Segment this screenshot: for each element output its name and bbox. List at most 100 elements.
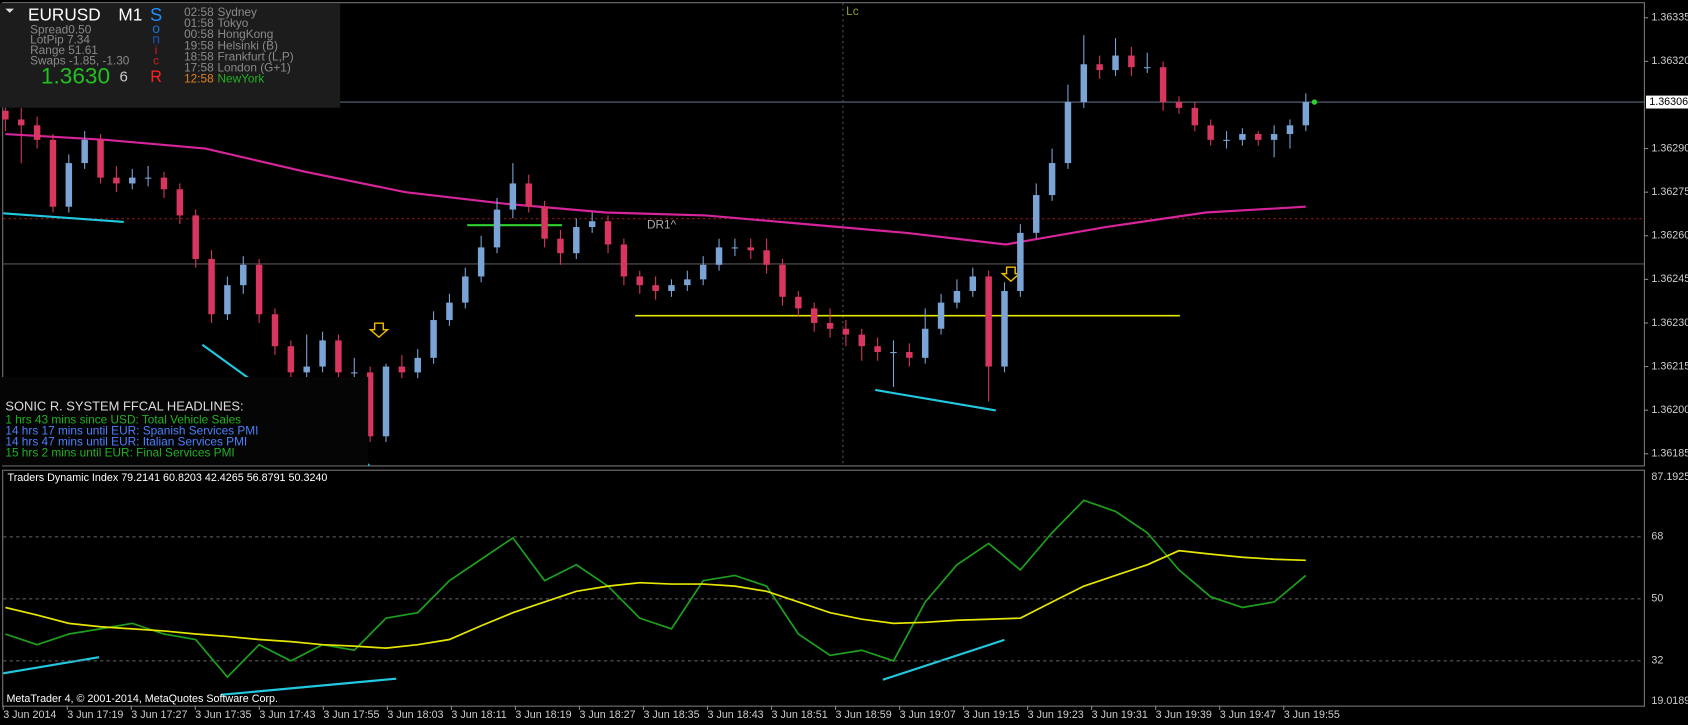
candle-body [525, 183, 532, 207]
down-arrow [368, 322, 390, 339]
session-time: 01:58 [184, 16, 214, 30]
candle-body [1223, 139, 1230, 141]
headline: 1 hrs 43 mins since USD: Total Vehicle S… [5, 412, 241, 426]
candle-body [731, 247, 739, 249]
candle-body [192, 215, 199, 260]
candle-body [414, 357, 421, 373]
candle-body [1128, 55, 1135, 68]
logo-letter: i [155, 43, 158, 57]
candle-body [1255, 134, 1262, 140]
candle-body [224, 285, 231, 315]
candle-body [255, 264, 263, 315]
main-frame [2, 2, 1645, 467]
candle-body [1080, 64, 1088, 103]
candle-body [953, 290, 961, 303]
stat: LotPip 7.34 [30, 33, 90, 47]
candle-body [1144, 67, 1151, 69]
down-arrow [1000, 266, 1022, 283]
headline-panel [0, 377, 369, 466]
candle-body [271, 314, 279, 347]
indicator-title: Traders Dynamic Index 79.2141 60.8203 42… [8, 472, 328, 484]
x-tick-label: 3 Jun 17:27 [131, 709, 187, 721]
indicator-frame [2, 469, 1645, 707]
candle-body [18, 119, 25, 126]
moving-average [5, 132, 1306, 246]
candle-body [1048, 163, 1056, 196]
candle-body [668, 285, 675, 291]
session-city: Helsinki (B) [217, 38, 278, 52]
candle-body [176, 189, 184, 216]
x-tick-label: 3 Jun 2014 [3, 709, 56, 721]
headline-title: SONIC R. SYSTEM FFCAL HEADLINES: [5, 399, 243, 414]
session-city: Sydney [217, 5, 257, 19]
y-tick-label: 87.1925 [1651, 471, 1688, 483]
timeframe: M1 [118, 5, 142, 25]
candle-body [588, 221, 596, 228]
session-city: Tokyo [217, 16, 248, 30]
candle-body [541, 206, 548, 239]
candle-body [699, 264, 707, 280]
y-tick-label: 1.36230 [1651, 317, 1688, 329]
x-tick-label: 3 Jun 18:03 [387, 709, 443, 721]
logo-letter: S [150, 4, 162, 25]
candle-body [1302, 102, 1310, 126]
y-tick-label: 1.36185 [1651, 448, 1688, 460]
candle-body [937, 302, 945, 329]
x-tick-label: 3 Jun 18:19 [515, 709, 571, 721]
x-tick-label: 3 Jun 18:35 [643, 709, 699, 721]
candle-body [430, 320, 437, 358]
trend-line [3, 656, 100, 675]
candle-body [826, 322, 834, 329]
x-tick-label: 3 Jun 18:59 [836, 709, 892, 721]
candle-body [335, 340, 342, 373]
x-tick-label: 3 Jun 19:39 [1156, 709, 1212, 721]
x-tick-label: 3 Jun 17:43 [259, 709, 315, 721]
candle-body [1175, 102, 1183, 108]
session-time: 19:58 [184, 38, 214, 52]
candle-body [652, 285, 659, 291]
y-tick-label: 50 [1651, 593, 1663, 605]
candle-body [636, 276, 643, 286]
candle-body [2, 110, 9, 120]
candle-body [842, 328, 850, 335]
headline: 15 hrs 2 mins until EUR: Final Services … [5, 446, 234, 460]
candle-body [509, 183, 517, 210]
logo-letter: c [153, 54, 159, 68]
x-tick-label: 3 Jun 19:47 [1220, 709, 1276, 721]
candle-body [557, 238, 564, 254]
x-tick-label: 3 Jun 17:19 [67, 709, 123, 721]
candle-body [1001, 290, 1008, 367]
x-tick-label: 3 Jun 18:27 [579, 709, 635, 721]
info-panel [0, 3, 341, 108]
y-tick-label: 1.36290 [1651, 142, 1688, 154]
candle-body [604, 221, 612, 245]
session-time: 12:58 [184, 72, 214, 86]
trend-line [882, 638, 1005, 681]
candle-body [1032, 195, 1040, 233]
y-tick-label: 1.36245 [1651, 273, 1688, 285]
candle-body [969, 276, 977, 291]
candle-body [303, 366, 310, 373]
x-tick-label: 3 Jun 17:35 [195, 709, 251, 721]
candle-body [49, 139, 57, 207]
candle-body [287, 346, 295, 373]
candle-body [747, 247, 754, 251]
indicator-line [5, 549, 1306, 650]
candle-body [890, 352, 897, 354]
candle-body [208, 259, 215, 315]
candle-body [129, 177, 136, 184]
candle-body [779, 264, 786, 297]
candle-body [366, 372, 374, 437]
logo-letter: R [150, 68, 162, 86]
candle-body [620, 244, 628, 277]
candle-body [1096, 64, 1103, 71]
candle-body [810, 308, 818, 323]
x-tick-label: 3 Jun 19:15 [964, 709, 1020, 721]
session-time: 02:58 [184, 5, 214, 19]
candle-body [319, 340, 326, 367]
candle-body [398, 366, 406, 373]
candle-body [985, 276, 992, 367]
